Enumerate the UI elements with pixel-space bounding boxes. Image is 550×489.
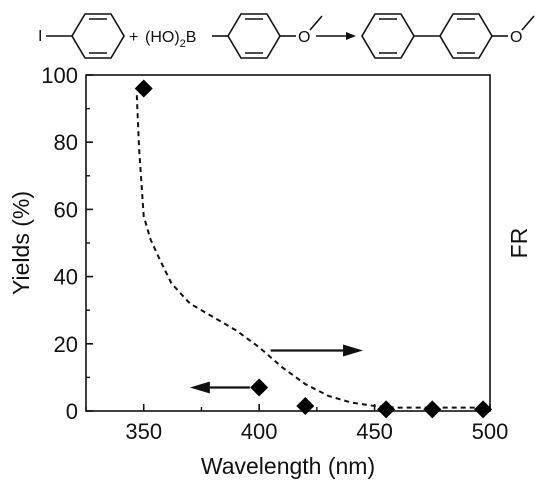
benzene-ring-1	[71, 13, 125, 59]
x-tick-label: 400	[241, 419, 278, 444]
benzene-ring-3	[361, 13, 415, 59]
benzene-ring-4	[439, 13, 493, 59]
iodo-label: I	[38, 28, 42, 45]
plus-sign: +	[129, 29, 138, 46]
data-point-diamond	[250, 378, 269, 397]
y-tick-label: 20	[54, 332, 78, 357]
y-tick-label: 100	[41, 63, 78, 88]
arrow-head	[189, 381, 210, 394]
arrow-right	[270, 344, 364, 357]
data-point-diamond	[296, 396, 315, 415]
x-axis-title: Wavelength (nm)	[201, 453, 375, 479]
y-tick-label: 0	[66, 399, 78, 424]
axis-arrows	[189, 344, 364, 394]
axis-tick-labels: 350 400 450 500 0 20 40 60 80 100	[41, 63, 508, 444]
y-tick-label: 60	[54, 197, 78, 222]
x-tick-label: 450	[356, 419, 393, 444]
arrow-left	[189, 381, 250, 394]
data-points	[134, 79, 493, 419]
benzene-ring-2	[227, 13, 281, 59]
chart: 350 400 450 500 0 20 40 60 80 100 Wavelength (nm)…	[8, 63, 532, 479]
x-tick-label: 350	[125, 419, 162, 444]
data-point-diamond	[423, 400, 442, 419]
reaction-scheme: I + (HO)2B O O	[38, 13, 535, 59]
oxygen-label-reactant: O	[298, 29, 310, 46]
reaction-arrow-head	[346, 32, 356, 40]
boronic-acid-label: (HO)2B	[145, 29, 196, 50]
data-point-diamond	[134, 79, 153, 98]
y-tick-label: 40	[54, 265, 78, 290]
oxygen-label-product: O	[510, 29, 522, 46]
dashed-trend-line	[135, 95, 490, 409]
data-point-diamond	[474, 400, 493, 419]
arrow-head	[343, 344, 364, 357]
x-tick-label: 500	[472, 419, 509, 444]
axis-ticks	[85, 74, 491, 412]
methyl-bond-reactant	[309, 15, 323, 31]
y-tick-label: 80	[54, 130, 78, 155]
data-point-diamond	[377, 400, 396, 419]
methyl-bond-product	[521, 15, 535, 31]
plot-frame	[85, 74, 491, 412]
y-axis-title: Yields (%)	[8, 191, 34, 295]
right-axis-title: FR	[506, 228, 532, 259]
